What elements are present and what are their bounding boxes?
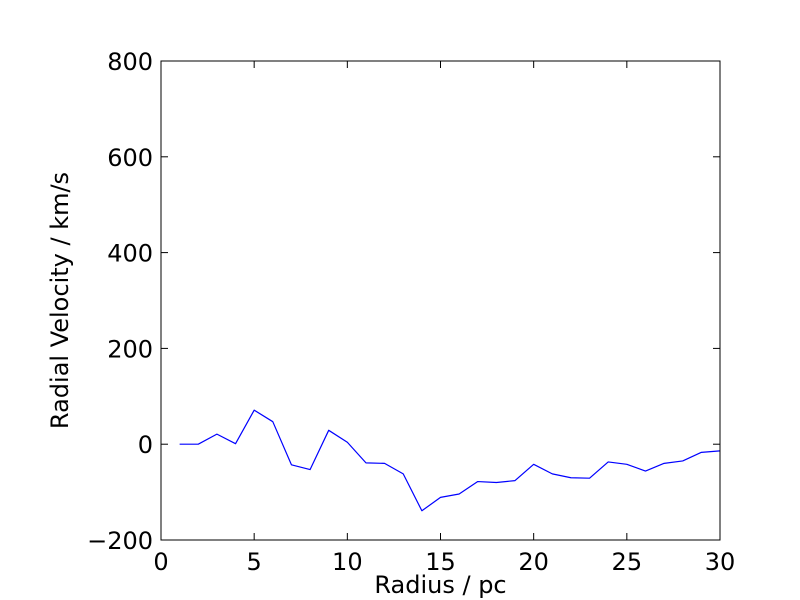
x-tick-label: 30 (705, 548, 736, 576)
x-tick-label: 0 (153, 548, 168, 576)
x-tick-label: 20 (518, 548, 549, 576)
plot-frame (160, 60, 721, 541)
y-tick-label: 600 (107, 144, 153, 172)
x-tick-label: 15 (425, 548, 456, 576)
x-tick-label: 25 (612, 548, 643, 576)
y-tick-label: 400 (107, 240, 153, 268)
y-tick-label: 0 (138, 431, 153, 459)
y-tick-label: −200 (87, 527, 153, 555)
y-axis-label: Radial Velocity / km/s (46, 172, 74, 429)
x-axis-label: Radius / pc (374, 571, 506, 599)
y-tick-label: 200 (107, 335, 153, 363)
x-tick-label: 10 (332, 548, 363, 576)
y-tick-label: 800 (107, 48, 153, 76)
series-line-0 (179, 409, 721, 512)
series-layer (179, 409, 721, 512)
x-tick-label: 5 (247, 548, 262, 576)
